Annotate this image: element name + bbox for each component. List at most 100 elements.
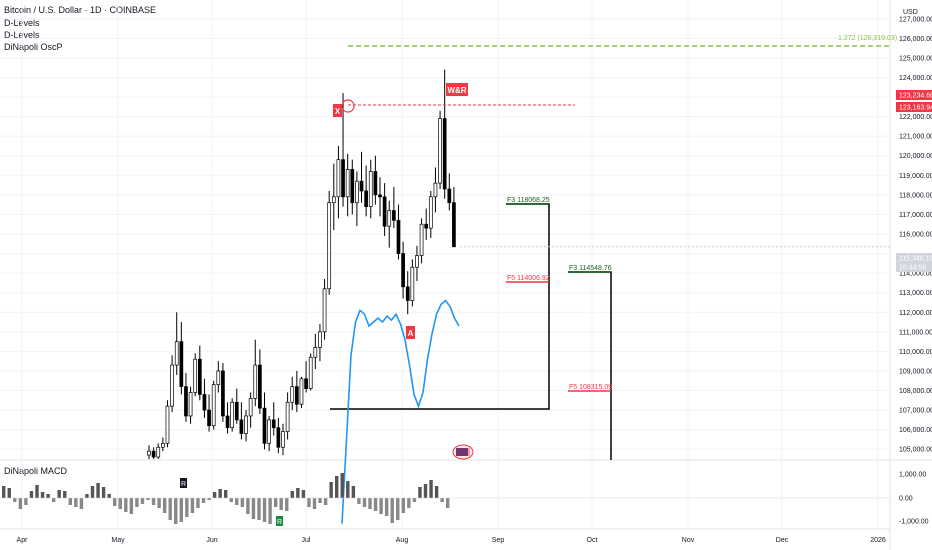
macd-bar [185,498,189,517]
currency-label: USD [903,9,918,16]
candle-body [405,286,410,301]
candle-body [184,386,188,417]
macd-pane-title[interactable]: DiNapoli MACD [4,466,68,476]
candle-body [230,401,235,429]
price-tick-label: 120,000.00 [899,153,932,160]
candle-body [253,364,258,399]
f3-right-label: F3 114548.76 [569,265,612,272]
oscillator-line [341,299,460,524]
macd-bar [118,498,122,509]
candle-body [401,253,405,288]
macd-bar [423,484,428,498]
macd-bar [46,494,50,498]
macd-bar [101,487,106,498]
macd-bar [179,498,183,522]
price-tick-label: 126,000.00 [899,36,932,43]
price-tick-label: 117,000.00 [899,212,932,219]
candle-body [161,442,165,448]
macd-bar [146,498,150,500]
candle-body [336,159,341,198]
candle-body [258,364,262,409]
wr-label: W&R [447,86,466,95]
price-tick-label: 107,000.00 [899,408,932,415]
a-label: A [408,329,414,338]
macd-bar [207,498,211,500]
macd-bar [74,498,78,507]
macd-bar [40,492,45,498]
macd-bar [268,498,272,524]
macd-bar [318,498,322,503]
candle-body [151,450,156,458]
candle-body [234,401,239,421]
candle-body [378,194,382,198]
macd-bar [124,498,128,512]
annotations: 1.272 (126,319.03) F3 118068.25 F5 114006.… [333,35,897,460]
timer-tag-text: 16:44:58 [899,265,926,272]
macd-bar [307,498,311,507]
macd-bar [279,498,283,510]
macd-bar [412,498,417,502]
candle-body [207,409,211,427]
candle-body [156,446,161,458]
macd-bar [135,498,139,507]
macd-bar [379,498,383,514]
f5-left-label: F5 114006.92 [507,275,550,282]
macd-bar [246,498,250,514]
fib-bracket-right [568,271,612,460]
flag-icon-field [456,448,468,456]
macd-r-marker [180,478,187,488]
time-tick-label: Oct [587,537,598,544]
candle-body [239,419,244,434]
candle-body [170,364,174,407]
candle-body [322,288,327,333]
candle-body [299,378,304,405]
macd-bar [63,491,67,498]
extension-label: 1.272 (126,319.03) [838,35,897,42]
candle-body [308,356,313,389]
candle-body [433,182,438,198]
macd-r-label: R [277,519,282,526]
macd-bar [57,490,61,498]
f5-right-label: F5 108315.09 [569,384,612,391]
candle-body [424,223,429,229]
candle-body [193,358,198,393]
macd-bar [2,486,6,498]
candle-body [410,266,415,301]
macd-bar [68,498,72,505]
price-tick-label: 119,000.00 [899,173,932,180]
macd-bar [434,486,439,498]
price-tick-label: 112,000.00 [899,310,932,317]
price-tick-label: 116,000.00 [899,232,932,239]
last-price-tag [896,253,932,263]
candle-body [318,331,322,348]
time-tick-label: 2026 [870,537,886,544]
candle-body [373,171,378,196]
candle-body [447,188,452,204]
candle-body [174,341,179,366]
candle-body [438,118,442,184]
macd-bar [201,498,206,503]
macd-bar [229,498,233,502]
price-tick-label: 109,000.00 [899,368,932,375]
last-price-tag-text: 115,346.19 [899,256,932,263]
candle-body [345,169,350,198]
macd-bar [346,481,350,498]
flag-icon [452,444,474,460]
macd-bar [362,498,367,507]
indicator-legend-oscp[interactable]: DiNapoli OscP [4,42,63,52]
macd-bar [329,482,333,498]
macd-bar [312,498,317,509]
candle-body [225,415,230,429]
macd-bar [340,473,344,498]
candle-body [350,169,355,204]
price-tick-label: 108,000.00 [899,388,932,395]
price-tick-label: 111,000.00 [899,329,932,336]
candle-body [396,219,401,254]
mid-tag-text: 123,163.94 [899,105,932,112]
candle-body [359,180,364,192]
candle-body [387,210,392,227]
candle-body [294,386,299,405]
